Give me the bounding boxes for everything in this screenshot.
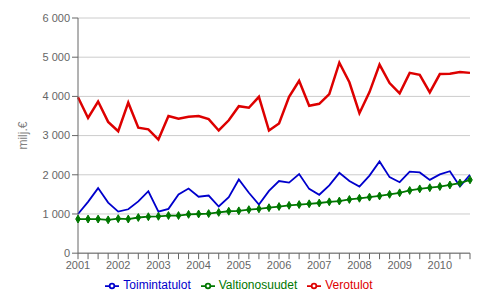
svg-text:6 000: 6 000: [42, 12, 70, 24]
svg-text:5 000: 5 000: [42, 51, 70, 63]
svg-text:2007: 2007: [307, 259, 331, 271]
svg-text:2005: 2005: [227, 259, 251, 271]
html-text:Verotulot: Verotulot: [325, 278, 373, 293]
html-text:Valtionosuudet: Valtionosuudet: [218, 278, 298, 293]
svg-text:2010: 2010: [428, 259, 452, 271]
svg-text:1 000: 1 000: [42, 208, 70, 220]
svg-text:2002: 2002: [106, 259, 130, 271]
svg-text:2008: 2008: [347, 259, 371, 271]
svg-text:2009: 2009: [387, 259, 411, 271]
svg-text:2001: 2001: [66, 259, 90, 271]
svg-text:3 000: 3 000: [42, 129, 70, 141]
svg-text:2003: 2003: [146, 259, 170, 271]
svg-text:4 000: 4 000: [42, 90, 70, 102]
svg-text:milj.€: milj.€: [16, 121, 30, 149]
html-text:Toimintatulot: Toimintatulot: [123, 278, 191, 293]
svg-text:2006: 2006: [267, 259, 291, 271]
svg-text:2 000: 2 000: [42, 169, 70, 181]
svg-text:2004: 2004: [186, 259, 210, 271]
svg-text:0: 0: [64, 247, 70, 259]
